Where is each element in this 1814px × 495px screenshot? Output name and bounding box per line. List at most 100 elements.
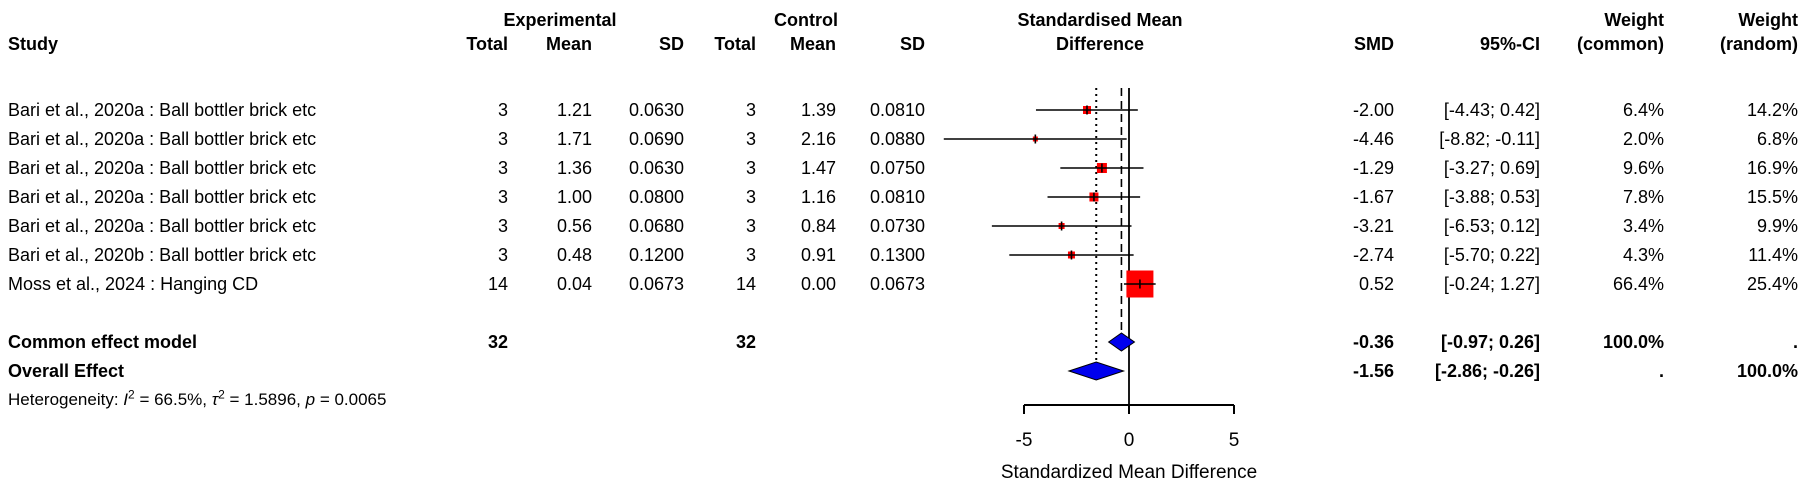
exp-mean-cell: 1.36 (556, 158, 592, 178)
ctrl-total-cell: 3 (745, 245, 756, 265)
ctrl-mean-cell: 0.00 (800, 274, 836, 294)
ctrl-sd-cell: 0.1300 (869, 245, 925, 265)
exp-total-cell: 3 (497, 216, 508, 236)
summary-ci-cell: [-2.86; -0.26] (1434, 361, 1540, 381)
smd-cell: 0.52 (1358, 274, 1394, 294)
random-effect-diamond (1067, 361, 1126, 381)
header-group-control: Control (774, 10, 838, 30)
ci-cell: [-3.27; 0.69] (1443, 158, 1540, 178)
heterogeneity-note: Heterogeneity: I2 = 66.5%, τ2 = 1.5896, … (8, 387, 387, 411)
exp-sd-cell: 0.0680 (628, 216, 684, 236)
study-label: Bari et al., 2020a : Ball bottler brick … (8, 187, 317, 207)
weight-random-cell: 14.2% (1746, 100, 1798, 120)
weight-common-cell: 7.8% (1622, 187, 1664, 207)
study-label: Bari et al., 2020a : Ball bottler brick … (8, 100, 317, 120)
ctrl-sd-cell: 0.0880 (869, 129, 925, 149)
ctrl-total-cell: 3 (745, 100, 756, 120)
heterogeneity-note-part: = 0.0065 (315, 390, 387, 409)
weight-random-cell: 16.9% (1746, 158, 1798, 178)
exp-sd-cell: 0.1200 (628, 245, 684, 265)
smd-cell: -4.46 (1352, 129, 1394, 149)
heterogeneity-note-part: Heterogeneity: (8, 390, 124, 409)
ctrl-mean-cell: 1.39 (800, 100, 836, 120)
smd-cell: -3.21 (1352, 216, 1394, 236)
summary-weight-random-cell: . (1792, 332, 1798, 352)
ctrl-mean-cell: 1.47 (800, 158, 836, 178)
study-label: Bari et al., 2020a : Ball bottler brick … (8, 158, 317, 178)
heterogeneity-note-part: τ (211, 390, 219, 409)
header-weight-random-line2: (random) (1720, 34, 1798, 54)
smd-cell: -1.29 (1352, 158, 1394, 178)
weight-random-cell: 9.9% (1756, 216, 1798, 236)
ctrl-total-cell: 3 (745, 129, 756, 149)
header-weight-common-line1: Weight (1604, 10, 1664, 30)
weight-common-cell: 3.4% (1622, 216, 1664, 236)
x-axis-tick-label: -5 (1015, 430, 1033, 451)
heterogeneity-note-part: = 66.5%, (134, 390, 212, 409)
exp-sd-cell: 0.0800 (628, 187, 684, 207)
ctrl-mean-cell: 0.84 (800, 216, 836, 236)
smd-cell: -1.67 (1352, 187, 1394, 207)
heterogeneity-note-part: 2 (218, 387, 225, 402)
header-exp-total: Total (466, 34, 508, 54)
ci-cell: [-6.53; 0.12] (1443, 216, 1540, 236)
heterogeneity-note-part: = 1.5896, (224, 390, 306, 409)
header-exp-sd: SD (658, 34, 684, 54)
ctrl-sd-cell: 0.0750 (869, 158, 925, 178)
ci-cell: [-4.43; 0.42] (1443, 100, 1540, 120)
summary-ctrl-total-cell: 32 (735, 332, 756, 352)
ctrl-sd-cell: 0.0673 (869, 274, 925, 294)
ctrl-mean-cell: 1.16 (800, 187, 836, 207)
exp-mean-cell: 1.00 (556, 187, 592, 207)
exp-total-cell: 3 (497, 129, 508, 149)
summary-label: Overall Effect (8, 361, 125, 381)
smd-cell: -2.74 (1352, 245, 1394, 265)
study-label: Bari et al., 2020b : Ball bottler brick … (8, 245, 317, 265)
weight-random-cell: 11.4% (1748, 245, 1798, 265)
summary-smd-cell: -0.36 (1352, 332, 1394, 352)
exp-sd-cell: 0.0630 (628, 158, 684, 178)
ctrl-total-cell: 3 (745, 216, 756, 236)
ctrl-mean-cell: 0.91 (800, 245, 836, 265)
exp-mean-cell: 0.04 (556, 274, 592, 294)
header-smd: SMD (1354, 34, 1394, 54)
header-exp-mean: Mean (545, 34, 592, 54)
ctrl-sd-cell: 0.0810 (869, 100, 925, 120)
heterogeneity-note-part: p (305, 390, 316, 409)
summary-label: Common effect model (8, 332, 198, 352)
ctrl-mean-cell: 2.16 (800, 129, 836, 149)
x-axis-title: Standardized Mean Difference (1000, 462, 1258, 483)
exp-total-cell: 14 (487, 274, 508, 294)
weight-random-cell: 6.8% (1756, 129, 1798, 149)
ci-cell: [-8.82; -0.11] (1439, 129, 1540, 149)
summary-weight-random-cell: 100.0% (1736, 361, 1798, 381)
summary-ci-cell: [-0.97; 0.26] (1440, 332, 1540, 352)
ci-cell: [-3.88; 0.53] (1443, 187, 1540, 207)
exp-sd-cell: 0.0673 (628, 274, 684, 294)
exp-mean-cell: 0.56 (556, 216, 592, 236)
header-weight-random-line1: Weight (1738, 10, 1798, 30)
header-ctrl-total: Total (714, 34, 756, 54)
exp-total-cell: 3 (497, 158, 508, 178)
common-effect-diamond (1107, 332, 1136, 352)
weight-common-cell: 4.3% (1622, 245, 1664, 265)
ctrl-sd-cell: 0.0810 (869, 187, 925, 207)
exp-total-cell: 3 (497, 187, 508, 207)
weight-random-cell: 15.5% (1746, 187, 1798, 207)
header-study: Study (8, 34, 59, 54)
weight-common-cell: 2.0% (1622, 129, 1664, 149)
exp-total-cell: 3 (497, 100, 508, 120)
summary-weight-common-cell: 100.0% (1602, 332, 1664, 352)
exp-mean-cell: 0.48 (556, 245, 592, 265)
exp-mean-cell: 1.21 (556, 100, 592, 120)
ctrl-total-cell: 3 (745, 187, 756, 207)
exp-sd-cell: 0.0630 (628, 100, 684, 120)
summary-weight-common-cell: . (1658, 361, 1664, 381)
header-ci: 95%-CI (1479, 34, 1540, 54)
smd-cell: -2.00 (1352, 100, 1394, 120)
header-ctrl-sd: SD (899, 34, 925, 54)
exp-mean-cell: 1.71 (556, 129, 592, 149)
study-label: Moss et al., 2024 : Hanging CD (8, 274, 259, 294)
weight-common-cell: 9.6% (1622, 158, 1664, 178)
